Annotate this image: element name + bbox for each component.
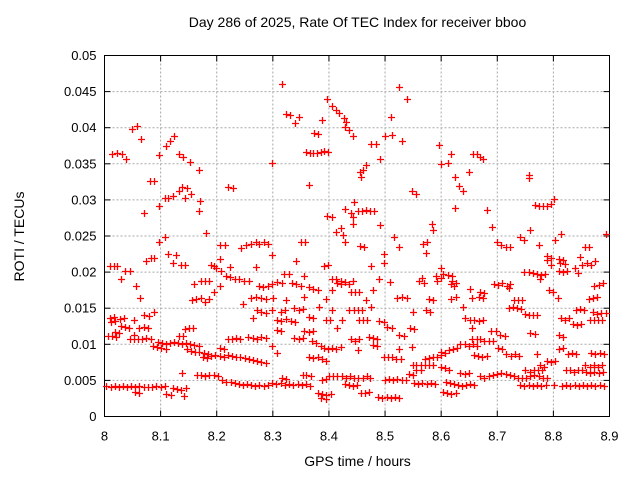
y-tick-label: 0.005 — [64, 373, 97, 388]
y-tick-label: 0.035 — [64, 156, 97, 171]
x-tick-label: 8.6 — [432, 429, 450, 444]
chart-title: Day 286 of 2025, Rate Of TEC Index for r… — [189, 14, 527, 30]
y-tick-label: 0.03 — [71, 192, 96, 207]
x-axis-label: GPS time / hours — [304, 453, 411, 469]
x-tick-label: 8.2 — [208, 429, 226, 444]
y-tick-labels: 0 0.005 0.01 0.015 0.02 0.025 0.03 0.035 0.04 0.0… — [64, 48, 97, 424]
y-axis-label: ROTI / TECUs — [11, 192, 27, 282]
x-tick-label: 8.4 — [320, 429, 338, 444]
scatter-plus-markers — [103, 81, 610, 403]
data-points — [103, 81, 610, 403]
y-tick-label: 0.02 — [71, 265, 96, 280]
y-tick-label: 0.015 — [64, 301, 97, 316]
y-tick-label: 0.04 — [71, 120, 96, 135]
x-tick-label: 8 — [101, 429, 108, 444]
x-tick-label: 8.7 — [488, 429, 506, 444]
x-tick-label: 8.9 — [600, 429, 618, 444]
y-tick-label: 0.05 — [71, 48, 96, 63]
y-tick-label: 0.025 — [64, 229, 97, 244]
y-tick-label: 0 — [89, 409, 96, 424]
y-tick-label: 0.045 — [64, 84, 97, 99]
gridlines — [104, 55, 610, 417]
y-tick-label: 0.01 — [71, 337, 96, 352]
x-tick-label: 8.8 — [544, 429, 562, 444]
x-tick-label: 8.5 — [376, 429, 394, 444]
x-tick-labels: 8 8.1 8.2 8.3 8.4 8.5 8.6 8.7 8.8 8.9 — [101, 429, 619, 444]
x-tick-label: 8.3 — [264, 429, 282, 444]
plot-border — [104, 55, 610, 417]
x-tick-label: 8.1 — [152, 429, 170, 444]
